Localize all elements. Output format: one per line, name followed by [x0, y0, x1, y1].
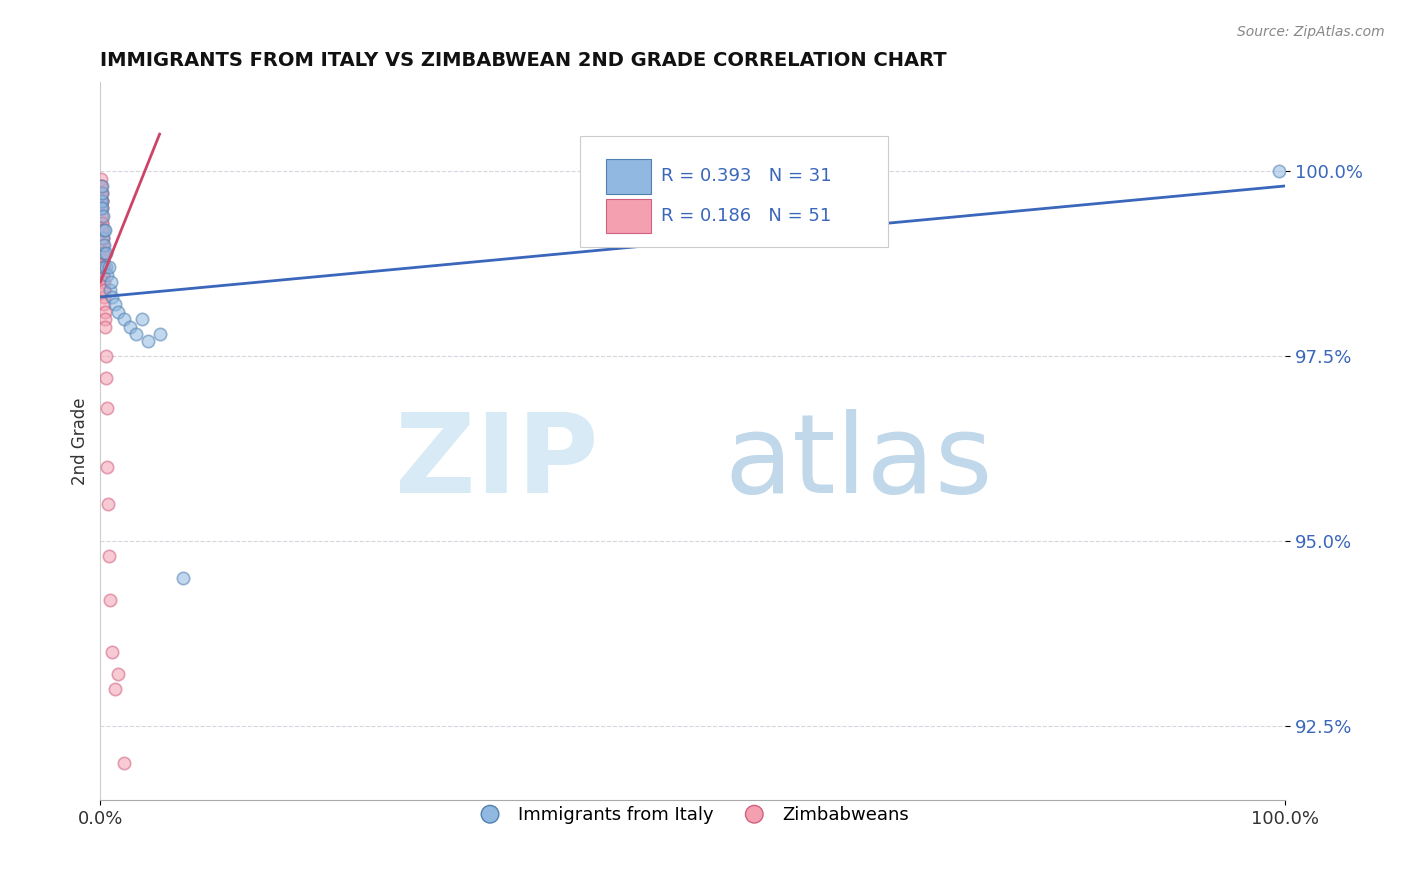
Point: [90, 186, 112, 201]
Point: [93, 297, 115, 311]
Point: [112, 312, 135, 326]
Point: [91, 231, 114, 245]
Point: [94, 319, 117, 334]
Point: [91, 252, 114, 267]
Point: [96, 245, 118, 260]
Point: [94, 223, 117, 237]
Point: [93, 283, 115, 297]
FancyBboxPatch shape: [581, 136, 889, 247]
Point: [93, 223, 115, 237]
Point: [90, 194, 112, 208]
Point: [172, 571, 194, 585]
Point: [97, 260, 120, 275]
Point: [90, 171, 112, 186]
Point: [94, 371, 117, 385]
Point: [98, 593, 121, 607]
Point: [91, 231, 114, 245]
Point: [98, 283, 121, 297]
Point: [136, 334, 159, 349]
Text: IMMIGRANTS FROM ITALY VS ZIMBABWEAN 2ND GRADE CORRELATION CHART: IMMIGRANTS FROM ITALY VS ZIMBABWEAN 2ND …: [100, 51, 948, 70]
Point: [682, 231, 704, 245]
Point: [90, 194, 112, 208]
Point: [91, 260, 114, 275]
Point: [112, 756, 135, 771]
Text: atlas: atlas: [724, 409, 993, 516]
Point: [90, 194, 112, 208]
Point: [91, 216, 114, 230]
Point: [93, 268, 115, 282]
Point: [96, 268, 118, 282]
Point: [91, 252, 114, 267]
Point: [94, 312, 117, 326]
Point: [91, 245, 114, 260]
Point: [90, 201, 112, 215]
Point: [90, 209, 112, 223]
Point: [90, 216, 112, 230]
Point: [91, 275, 114, 289]
Point: [91, 268, 114, 282]
Point: [91, 178, 114, 193]
Point: [91, 238, 114, 252]
FancyBboxPatch shape: [606, 159, 651, 194]
Point: [93, 283, 115, 297]
Point: [91, 260, 114, 275]
Point: [131, 312, 153, 326]
Point: [93, 290, 115, 304]
Text: Source: ZipAtlas.com: Source: ZipAtlas.com: [1237, 25, 1385, 39]
Point: [97, 497, 120, 511]
Point: [90, 178, 112, 193]
Point: [91, 245, 114, 260]
Point: [93, 245, 115, 260]
Point: [103, 682, 125, 697]
Point: [125, 326, 148, 341]
Point: [90, 178, 112, 193]
Point: [1268, 164, 1291, 178]
Point: [91, 223, 114, 237]
Point: [91, 186, 114, 201]
Point: [103, 297, 125, 311]
Point: [90, 194, 112, 208]
Text: R = 0.186   N = 51: R = 0.186 N = 51: [661, 207, 831, 225]
Text: R = 0.393   N = 31: R = 0.393 N = 31: [661, 168, 831, 186]
Point: [93, 238, 115, 252]
Point: [90, 201, 112, 215]
Point: [94, 260, 117, 275]
Point: [101, 290, 124, 304]
Point: [118, 319, 141, 334]
Point: [91, 209, 114, 223]
Y-axis label: 2nd Grade: 2nd Grade: [72, 398, 89, 485]
Point: [91, 223, 114, 237]
Point: [93, 275, 115, 289]
Point: [100, 275, 122, 289]
Point: [90, 201, 112, 215]
Point: [93, 260, 115, 275]
Legend: Immigrants from Italy, Zimbabweans: Immigrants from Italy, Zimbabweans: [467, 794, 918, 834]
Point: [93, 305, 115, 319]
Point: [90, 209, 112, 223]
Point: [149, 326, 172, 341]
Point: [101, 645, 124, 659]
Point: [90, 201, 112, 215]
Point: [91, 245, 114, 260]
Point: [96, 460, 118, 475]
Point: [90, 201, 112, 215]
Point: [96, 401, 118, 415]
Text: ZIP: ZIP: [395, 409, 598, 516]
Point: [90, 186, 112, 201]
Point: [91, 238, 114, 252]
Point: [94, 349, 117, 363]
Point: [107, 305, 129, 319]
FancyBboxPatch shape: [606, 199, 651, 233]
Point: [107, 667, 129, 681]
Point: [91, 231, 114, 245]
Point: [90, 186, 112, 201]
Point: [90, 194, 112, 208]
Point: [97, 549, 120, 563]
